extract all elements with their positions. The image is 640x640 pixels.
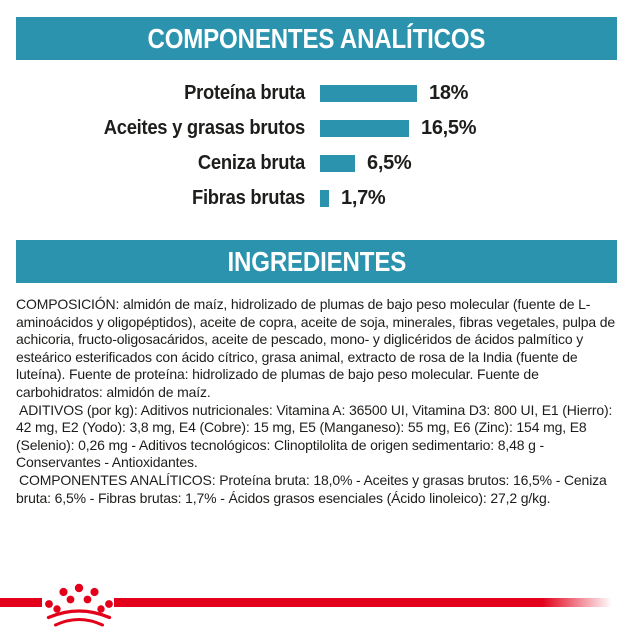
analytical-components-header: COMPONENTES ANALÍTICOS <box>16 17 617 60</box>
chart-value-label: 18% <box>429 82 469 104</box>
additives-paragraph: ADITIVOS (por kg): Aditivos nutricionale… <box>16 401 613 471</box>
chart-value-label: 16,5% <box>421 117 477 139</box>
ingredients-header: INGREDIENTES <box>16 240 617 283</box>
chart-row: Ceniza bruta 6,5% <box>0 146 640 181</box>
chart-category-label: Proteína bruta <box>184 82 305 104</box>
chart-value-label: 1,7% <box>341 187 386 209</box>
chart-bar <box>320 155 355 172</box>
royal-canin-crown-icon <box>44 581 114 628</box>
analytical-constituents-paragraph: COMPONENTES ANALÍTICOS: Proteína bruta: … <box>16 471 607 506</box>
chart-bar <box>320 120 409 137</box>
chart-row: Proteína bruta 18% <box>0 76 640 111</box>
chart-row: Aceites y grasas brutos 16,5% <box>0 111 640 146</box>
chart-bar <box>320 190 329 207</box>
analytical-components-title: COMPONENTES ANALÍTICOS <box>147 22 486 54</box>
red-divider-line-left <box>0 598 42 607</box>
composition-paragraph: COMPOSICIÓN: almidón de maíz, hidrolizad… <box>16 296 616 400</box>
red-divider-line-right <box>114 598 612 607</box>
chart-category-label: Fibras brutas <box>192 187 305 209</box>
ingredients-title: INGREDIENTES <box>227 245 406 277</box>
chart-value-label: 6,5% <box>367 152 412 174</box>
ingredients-text-block: COMPOSICIÓN: almidón de maíz, hidrolizad… <box>16 296 620 507</box>
chart-category-label: Ceniza bruta <box>197 152 305 174</box>
chart-bar <box>320 85 417 102</box>
chart-category-label: Aceites y grasas brutos <box>103 117 306 139</box>
analytical-components-chart: Proteína bruta 18% Aceites y grasas brut… <box>0 76 640 216</box>
chart-row: Fibras brutas 1,7% <box>0 181 640 216</box>
